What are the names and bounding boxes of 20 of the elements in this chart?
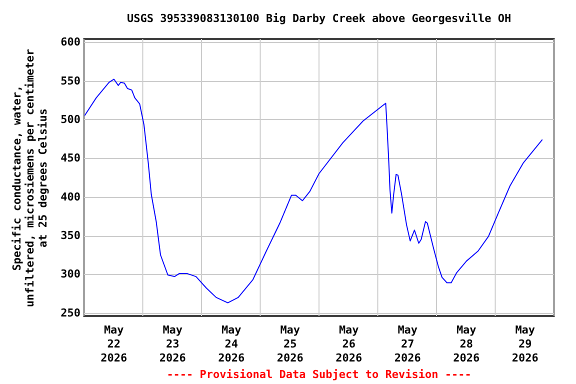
x-tick-label: May 26 2026: [336, 324, 362, 364]
x-tick-label: May 24 2026: [218, 324, 245, 364]
x-tick-label: May 27 2026: [394, 324, 422, 364]
y-tick-label: 300: [60, 268, 80, 281]
y-axis-title: Specific conductance, water, unfiltered, microsiemens per centimeter at 25 degrees Celsius: [10, 48, 50, 308]
y-tick-label: 600: [60, 36, 80, 49]
y-tick-label: 450: [60, 152, 80, 165]
x-tick-label: May 23 2026: [159, 324, 186, 364]
x-tick-label: May 29 2026: [512, 324, 539, 364]
text: ---- Provisional Data Subject to Revision ----: [166, 368, 472, 381]
line-series: [84, 78, 543, 304]
y-tick-label: 400: [60, 190, 80, 204]
y-tick-label: 500: [60, 112, 80, 126]
x-tick-label: May 28 2026: [453, 324, 480, 364]
x-tick-label: May 25 2026: [276, 324, 304, 364]
y-tick-label: 350: [60, 229, 80, 242]
chart-title: USGS 395339083130100 Big Darby Creek above Georgesville OH: [126, 12, 512, 26]
y-tick-label: 550: [60, 74, 80, 88]
x-tick-label: May 22 2026: [100, 324, 128, 364]
y-tick-label: 250: [60, 306, 80, 320]
